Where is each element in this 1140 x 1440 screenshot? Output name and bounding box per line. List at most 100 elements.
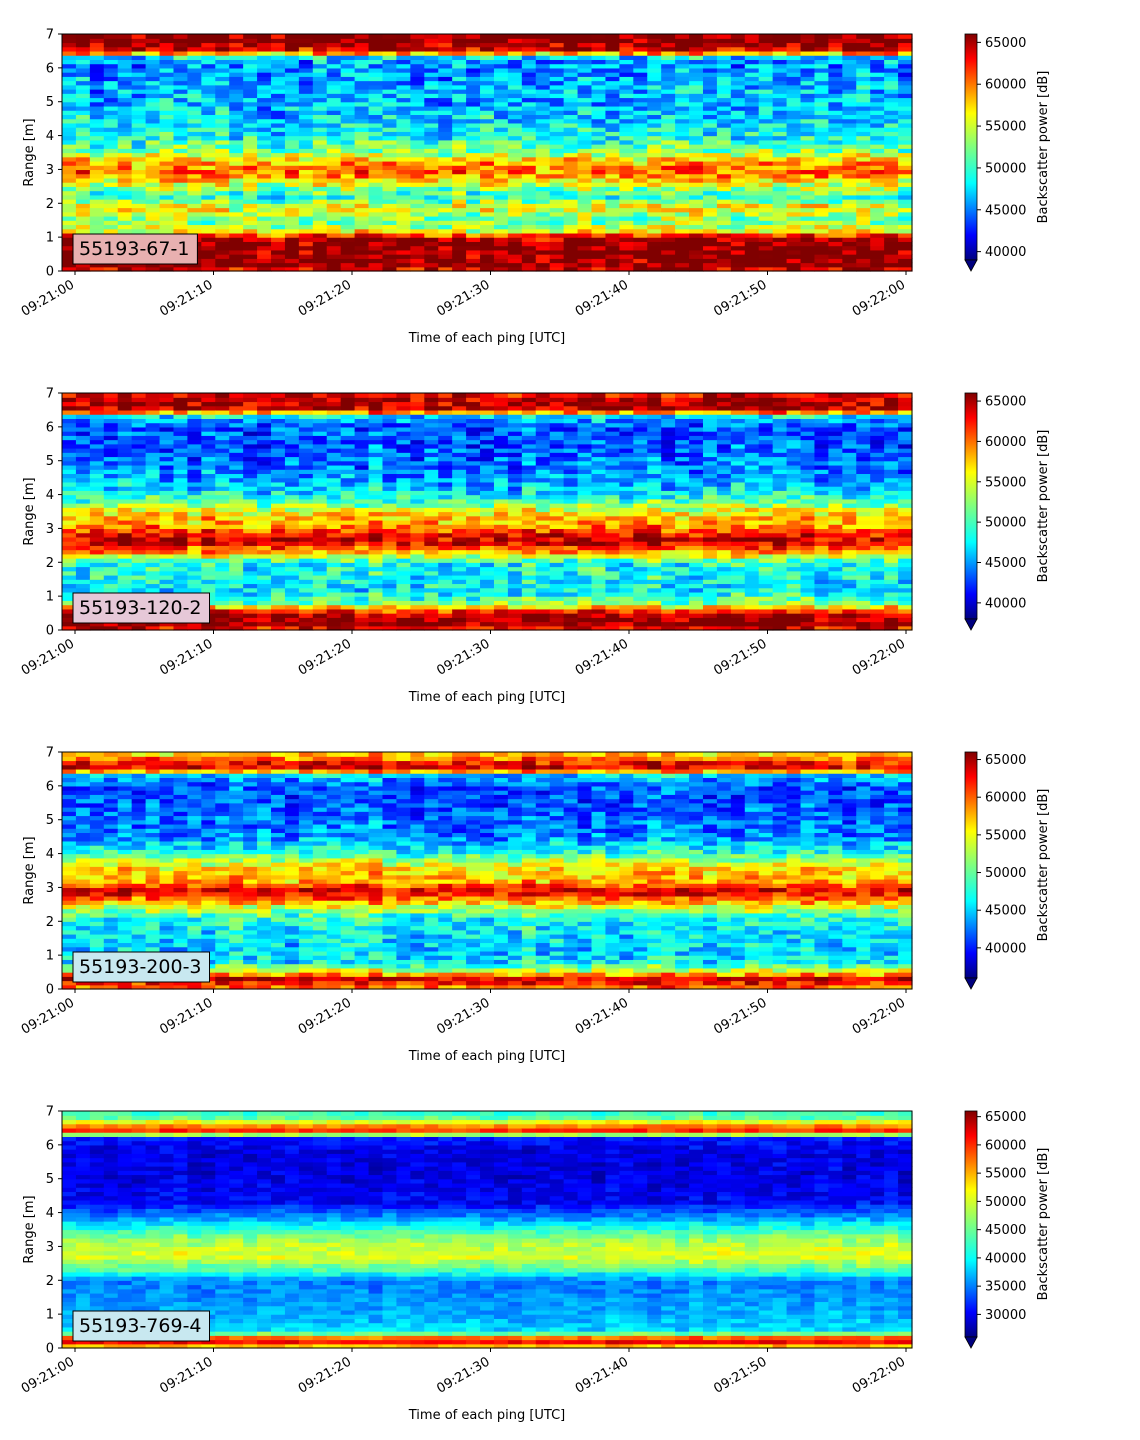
heatmap-cell	[341, 195, 356, 200]
heatmap-cell	[870, 186, 885, 191]
heatmap-cell	[90, 42, 105, 47]
heatmap-cell	[661, 165, 676, 170]
heatmap-cell	[341, 562, 356, 567]
heatmap-cell	[759, 148, 774, 153]
heatmap-cell	[410, 401, 425, 406]
heatmap-cell	[299, 102, 314, 107]
heatmap-cell	[341, 182, 356, 187]
heatmap-cell	[215, 203, 230, 208]
heatmap-cell	[229, 435, 244, 440]
heatmap-cell	[187, 401, 202, 406]
heatmap-cell	[842, 93, 857, 98]
heatmap-cell	[619, 97, 634, 102]
heatmap-cell	[703, 110, 718, 115]
heatmap-cell	[689, 161, 704, 166]
heatmap-cell	[814, 64, 829, 69]
heatmap-cell	[355, 68, 370, 73]
heatmap-cell	[438, 186, 453, 191]
heatmap-cell	[299, 224, 314, 229]
heatmap-cell	[285, 216, 300, 221]
heatmap-cell	[229, 495, 244, 500]
heatmap-cell	[229, 512, 244, 517]
heatmap-cell	[62, 136, 77, 141]
heatmap-cell	[132, 406, 147, 411]
heatmap-cell	[828, 178, 843, 183]
heatmap-cell	[689, 81, 704, 86]
heatmap-cell	[801, 250, 816, 255]
heatmap-cell	[605, 220, 620, 225]
heatmap-cell	[633, 119, 648, 124]
heatmap-cell	[62, 528, 77, 533]
heatmap-cell	[313, 520, 328, 525]
heatmap-cell	[369, 47, 384, 52]
heatmap-cell	[243, 554, 258, 559]
heatmap-cell	[369, 423, 384, 428]
heatmap-cell	[355, 512, 370, 517]
heatmap-cell	[271, 174, 286, 179]
heatmap-cell	[132, 34, 147, 39]
heatmap-cell	[187, 410, 202, 415]
heatmap-cell	[104, 423, 119, 428]
heatmap-cell	[633, 131, 648, 136]
heatmap-cell	[160, 224, 175, 229]
heatmap-cell	[759, 38, 774, 43]
heatmap-cell	[215, 208, 230, 213]
heatmap-cell	[313, 613, 328, 618]
heatmap-cell	[396, 444, 411, 449]
heatmap-cell	[299, 431, 314, 436]
heatmap-cell	[759, 140, 774, 145]
heatmap-cell	[382, 423, 397, 428]
heatmap-cell	[898, 250, 913, 255]
heatmap-cell	[173, 418, 188, 423]
heatmap-cell	[424, 440, 439, 445]
heatmap-cell	[647, 208, 662, 213]
heatmap-cell	[801, 34, 816, 39]
heatmap-cell	[187, 212, 202, 217]
heatmap-cell	[828, 106, 843, 111]
heatmap-cell	[62, 93, 77, 98]
heatmap-cell	[689, 72, 704, 77]
heatmap-cell	[160, 545, 175, 550]
heatmap-cell	[271, 410, 286, 415]
heatmap-cell	[341, 178, 356, 183]
heatmap-cell	[215, 490, 230, 495]
heatmap-cell	[717, 195, 732, 200]
heatmap-cell	[229, 609, 244, 614]
heatmap-cell	[146, 448, 161, 453]
heatmap-cell	[382, 516, 397, 521]
heatmap-cell	[90, 503, 105, 508]
heatmap-cell	[856, 102, 871, 107]
heatmap-cell	[842, 59, 857, 64]
heatmap-cell	[828, 161, 843, 166]
heatmap-cell	[369, 258, 384, 263]
x-tick-label: 09:21:40	[573, 277, 631, 319]
heatmap-cell	[619, 216, 634, 221]
heatmap-cell	[619, 59, 634, 64]
heatmap-cell	[243, 440, 258, 445]
heatmap-cell	[452, 157, 467, 162]
heatmap-cell	[173, 157, 188, 162]
heatmap-cell	[647, 119, 662, 124]
heatmap-cell	[731, 169, 746, 174]
heatmap-cell	[396, 237, 411, 242]
heatmap-cell	[494, 169, 509, 174]
heatmap-cell	[369, 613, 384, 618]
heatmap-cell	[341, 444, 356, 449]
heatmap-cell	[285, 76, 300, 81]
heatmap-cell	[215, 558, 230, 563]
heatmap-cell	[201, 38, 216, 43]
heatmap-cell	[104, 85, 119, 90]
heatmap-cell	[215, 427, 230, 432]
heatmap-cell	[160, 38, 175, 43]
heatmap-cell	[285, 499, 300, 504]
heatmap-cell	[257, 106, 272, 111]
heatmap-cell	[146, 216, 161, 221]
heatmap-cell	[801, 161, 816, 166]
heatmap-cell	[229, 490, 244, 495]
heatmap-cell	[898, 148, 913, 153]
heatmap-cell	[898, 199, 913, 204]
heatmap-cell	[466, 246, 481, 251]
heatmap-cell	[410, 114, 425, 119]
heatmap-cell	[647, 47, 662, 52]
heatmap-cell	[550, 220, 565, 225]
